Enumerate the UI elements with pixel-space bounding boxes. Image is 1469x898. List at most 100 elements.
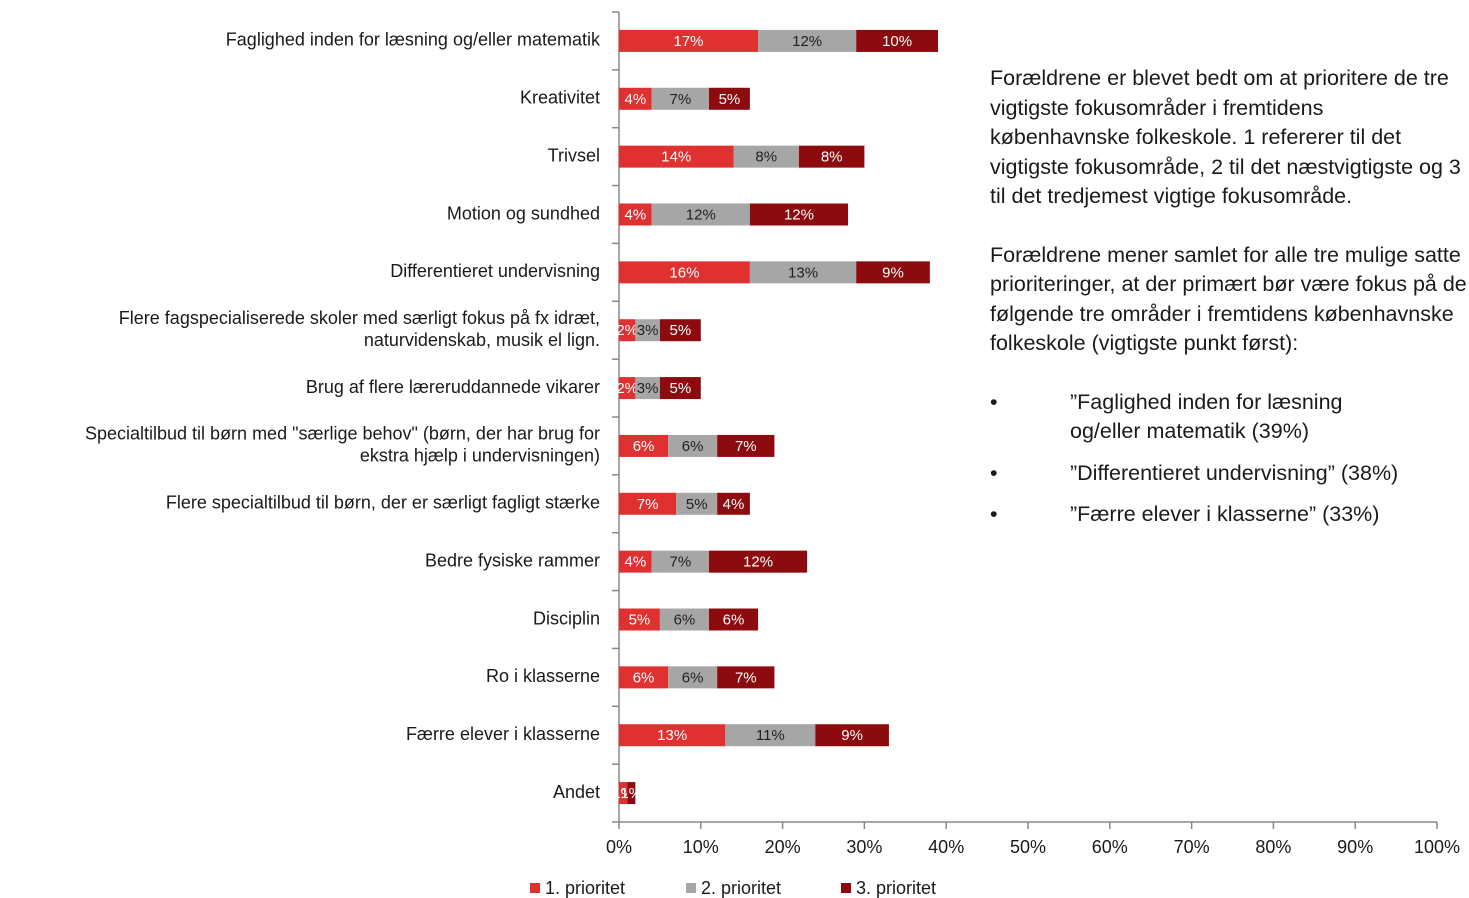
bar-segment (733, 145, 799, 168)
bullet: • (990, 502, 998, 526)
value-label: 5% (719, 91, 741, 108)
bullet-text: ”Differentieret undervisning” (38%) (1070, 460, 1399, 485)
bar-segment (856, 29, 939, 52)
bullet: • (990, 389, 998, 414)
bar-segment (676, 492, 718, 515)
category-label: naturvidenskab, musik el lign. (364, 330, 600, 350)
value-label: 17% (674, 33, 704, 50)
value-label: 6% (682, 669, 704, 686)
value-label: 6% (682, 438, 704, 455)
bar-segment (651, 87, 709, 110)
value-label: 3% (637, 322, 659, 339)
bar-segment (619, 724, 726, 747)
category-label: Færre elever i klasserne (406, 724, 600, 744)
category-label: Andet (553, 782, 600, 802)
bar-segment (749, 203, 849, 226)
value-label: 6% (633, 438, 655, 455)
bar-segment (717, 434, 775, 457)
x-tick-label: 50% (1010, 837, 1046, 857)
value-label: 6% (633, 669, 655, 686)
bullet-text: ”Færre elever i klasserne” (33%) (1070, 502, 1380, 526)
value-label: 6% (674, 611, 696, 628)
value-label: 7% (637, 496, 659, 513)
x-tick-label: 100% (1414, 837, 1460, 857)
legend-swatch (841, 883, 851, 893)
bar-segment (619, 782, 628, 805)
value-label: 5% (670, 322, 692, 339)
value-label: 11% (756, 727, 785, 744)
value-label: 8% (755, 149, 777, 166)
value-label: 4% (723, 496, 745, 513)
bar-segment (635, 377, 660, 400)
bar-segment (798, 145, 865, 168)
legend-label: 1. prioritet (545, 878, 625, 898)
legend-label: 3. prioritet (856, 878, 936, 898)
bar-segment (635, 319, 660, 342)
text-box: Forældrene er blevet bedt om at priorite… (990, 64, 1468, 542)
x-tick-label: 30% (846, 837, 882, 857)
bar-segment (619, 492, 677, 515)
bar-segment (619, 319, 636, 342)
value-label: 5% (629, 611, 651, 628)
category-label: Kreativitet (520, 88, 600, 108)
bar-segment (619, 608, 660, 631)
value-label: 12% (792, 33, 822, 50)
x-tick-label: 0% (606, 837, 632, 857)
category-label: Flere fagspecialiserede skoler med særli… (119, 308, 600, 328)
value-label: 6% (723, 611, 745, 628)
paragraph: Forældrene er blevet bedt om at priorite… (990, 66, 1461, 208)
category-label: Brug af flere læreruddannede vikarer (306, 377, 600, 397)
bar-segment (668, 666, 718, 689)
bullet-item: • ”Faglighed inden for læsning og/eller m… (990, 388, 1468, 447)
bullet-item: • ”Færre elever i klasserne” (33%) (990, 500, 1468, 530)
bar-segment (627, 782, 636, 805)
value-label: 5% (670, 380, 692, 397)
category-label: Trivsel (548, 145, 600, 165)
legend-swatch (530, 883, 540, 893)
bar-segment (708, 550, 808, 573)
bar-segment (717, 492, 750, 515)
value-label: 9% (882, 264, 904, 281)
value-label: 7% (735, 438, 757, 455)
value-label: 8% (821, 149, 843, 166)
value-label: 3% (637, 380, 659, 397)
bar-segment (659, 319, 701, 342)
value-label: 9% (841, 727, 863, 744)
category-label: Flere specialtilbud til børn, der er sær… (166, 493, 600, 513)
value-label: 13% (788, 264, 818, 281)
value-label: 7% (670, 554, 692, 571)
bar-segment (619, 550, 652, 573)
bar-segment (619, 29, 759, 52)
bar-segment (668, 434, 718, 457)
x-tick-label: 80% (1255, 837, 1291, 857)
value-label: 4% (625, 91, 647, 108)
category-label: Faglighed inden for læsning og/eller mat… (226, 30, 601, 50)
bar-segment (708, 87, 750, 110)
category-label: Bedre fysiske rammer (425, 550, 600, 570)
legend-swatch (686, 883, 696, 893)
bar-segment (619, 145, 734, 168)
value-label: 12% (784, 206, 814, 223)
bar-segment (815, 724, 889, 747)
bar-segment (619, 203, 652, 226)
category-label: Ro i klasserne (486, 666, 600, 686)
bar-segment (651, 550, 709, 573)
value-label: 13% (657, 727, 687, 744)
value-label: 12% (686, 206, 716, 223)
value-label: 14% (661, 149, 691, 166)
value-label: 4% (625, 554, 647, 571)
category-label: Specialtilbud til børn med "særlige beho… (85, 424, 600, 444)
bar-segment (651, 203, 750, 226)
value-label: 5% (686, 496, 708, 513)
bar-segment (749, 261, 857, 284)
bar-segment (717, 666, 775, 689)
value-label: 7% (735, 669, 757, 686)
bar-segment (619, 666, 669, 689)
category-label: Differentieret undervisning (390, 261, 600, 281)
bar-segment (619, 87, 652, 110)
bar-segment (856, 261, 930, 284)
category-label: Disciplin (533, 608, 600, 628)
bullet-text: ”Faglighed inden for læsning og/eller ma… (1070, 389, 1343, 444)
